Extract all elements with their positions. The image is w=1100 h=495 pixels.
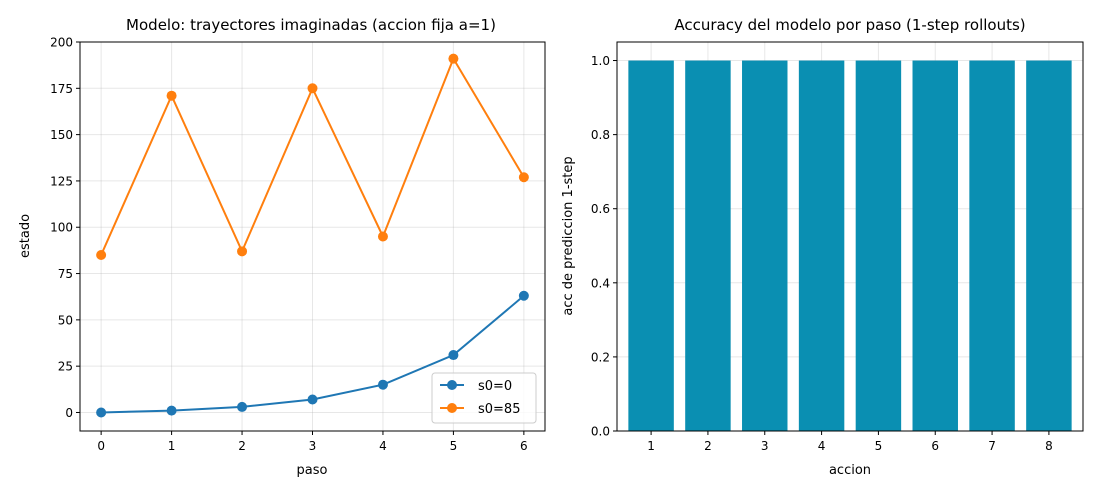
x-tick-label: 3 — [761, 439, 769, 453]
bar-chart: Accuracy del modelo por paso (1-step rol… — [561, 16, 1084, 478]
line-chart-title: Modelo: trayectores imaginadas (accion f… — [126, 16, 496, 34]
y-tick-label: 0.6 — [591, 202, 610, 216]
x-tick-label: 5 — [450, 439, 458, 453]
x-tick-label: 8 — [1045, 439, 1053, 453]
bar-chart-title: Accuracy del modelo por paso (1-step rol… — [674, 16, 1025, 34]
y-tick-label: 125 — [50, 174, 73, 188]
x-tick-label: 1 — [647, 439, 655, 453]
bar-chart-ticks: 0.0 0.2 0.4 0.6 0.8 1.0 1 2 3 4 5 6 7 8 — [591, 54, 1053, 453]
data-point — [377, 379, 388, 390]
legend-swatch-marker — [447, 403, 457, 413]
line-chart-ticks: 0 1 2 3 4 5 6 0 25 50 75 100 125 150 175 200 — [50, 36, 528, 454]
bar — [912, 60, 958, 432]
bar-chart-bars — [628, 60, 1072, 432]
y-tick-label: 50 — [58, 313, 73, 327]
data-point — [96, 250, 107, 261]
bar — [855, 60, 902, 432]
y-tick-label: 0.8 — [591, 128, 610, 142]
data-point — [307, 83, 318, 94]
line-chart-legend: s0=0 s0=85 — [431, 372, 537, 424]
data-point — [237, 246, 248, 257]
data-point — [448, 53, 459, 64]
y-tick-label: 175 — [50, 82, 73, 96]
x-tick-label: 4 — [818, 439, 826, 453]
y-tick-label: 1.0 — [591, 54, 610, 68]
y-tick-label: 100 — [50, 221, 73, 235]
data-point — [237, 401, 248, 412]
bar — [742, 60, 788, 432]
bar-chart-frame — [616, 41, 1084, 432]
legend-label: s0=0 — [478, 379, 512, 394]
x-tick-label: 1 — [168, 439, 176, 453]
y-tick-label: 75 — [58, 267, 73, 281]
y-tick-label: 0 — [65, 406, 73, 420]
data-point — [307, 394, 318, 405]
y-tick-label: 0.4 — [591, 276, 610, 290]
y-tick-label: 0.2 — [591, 350, 610, 364]
x-tick-label: 6 — [520, 439, 528, 453]
bar — [969, 60, 1015, 432]
bar-chart-ylabel: acc de prediccion 1-step — [561, 156, 576, 315]
data-point — [448, 350, 459, 361]
x-tick-label: 2 — [238, 439, 246, 453]
data-point — [518, 290, 529, 301]
bar — [798, 60, 845, 432]
x-tick-label: 5 — [875, 439, 883, 453]
y-tick-label: 0.0 — [591, 425, 610, 439]
line-chart-ylabel: estado — [18, 214, 33, 258]
bar — [628, 60, 674, 432]
x-tick-label: 7 — [988, 439, 996, 453]
bar — [1026, 60, 1072, 432]
x-tick-label: 2 — [704, 439, 712, 453]
bar-chart-xlabel: accion — [829, 463, 871, 478]
data-point — [518, 172, 529, 183]
data-point — [166, 90, 177, 101]
x-tick-label: 4 — [379, 439, 387, 453]
bar — [685, 60, 731, 432]
legend-swatch-marker — [447, 380, 457, 390]
y-tick-label: 150 — [50, 128, 73, 142]
line-chart: Modelo: trayectores imaginadas (accion f… — [18, 16, 546, 478]
line-chart-xlabel: paso — [297, 463, 328, 478]
data-point — [96, 407, 107, 418]
x-tick-label: 3 — [309, 439, 317, 453]
y-tick-label: 25 — [58, 360, 73, 374]
x-tick-label: 6 — [931, 439, 939, 453]
x-tick-label: 0 — [97, 439, 105, 453]
legend-label: s0=85 — [478, 402, 520, 417]
line-chart-series — [96, 53, 529, 418]
data-point — [166, 405, 177, 416]
data-point — [377, 231, 388, 242]
y-tick-label: 200 — [50, 36, 73, 50]
